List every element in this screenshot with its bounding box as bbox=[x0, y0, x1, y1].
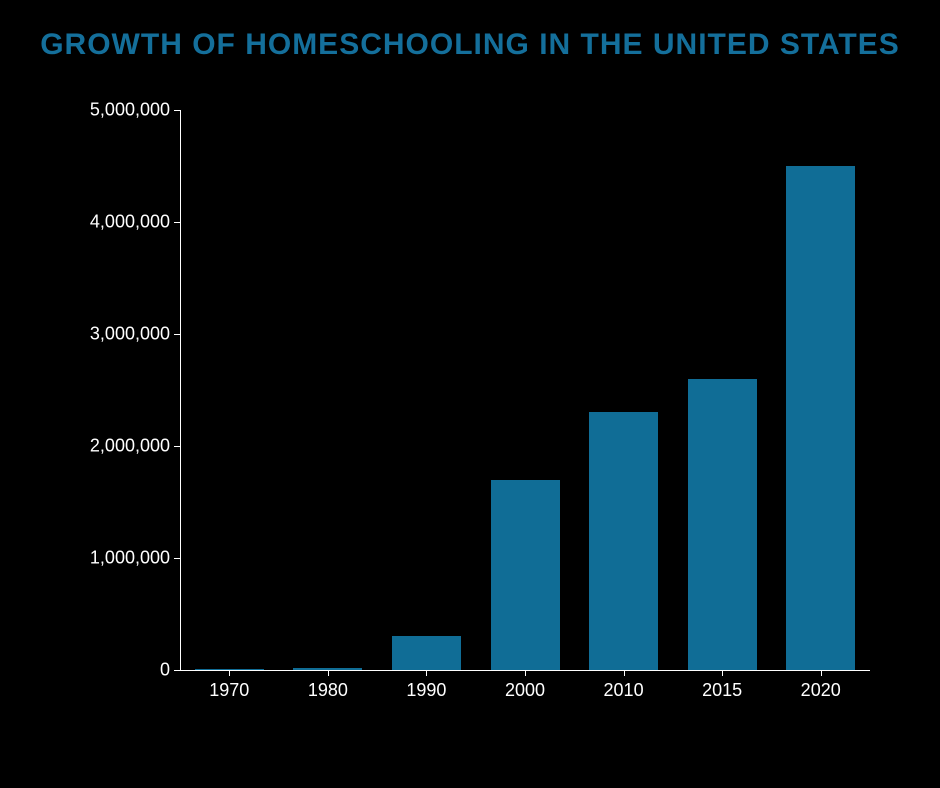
x-tick-mark bbox=[525, 670, 526, 676]
y-tick-mark bbox=[174, 110, 180, 111]
y-tick-label: 4,000,000 bbox=[70, 212, 170, 233]
plot-area bbox=[180, 110, 870, 670]
y-tick-mark bbox=[174, 334, 180, 335]
bar-chart: 01,000,0002,000,0003,000,0004,000,0005,0… bbox=[120, 110, 870, 710]
x-tick-label: 1970 bbox=[209, 680, 249, 701]
x-tick-mark bbox=[229, 670, 230, 676]
y-tick-label: 5,000,000 bbox=[70, 100, 170, 121]
y-tick-label: 0 bbox=[70, 660, 170, 681]
x-tick-label: 2015 bbox=[702, 680, 742, 701]
x-tick-mark bbox=[722, 670, 723, 676]
bar bbox=[491, 480, 560, 670]
x-tick-mark bbox=[821, 670, 822, 676]
bar bbox=[392, 636, 461, 670]
y-tick-label: 3,000,000 bbox=[70, 324, 170, 345]
y-tick-mark bbox=[174, 558, 180, 559]
x-tick-label: 1990 bbox=[406, 680, 446, 701]
x-tick-label: 2020 bbox=[801, 680, 841, 701]
x-tick-label: 1980 bbox=[308, 680, 348, 701]
bar bbox=[589, 412, 658, 670]
y-tick-mark bbox=[174, 222, 180, 223]
y-tick-label: 2,000,000 bbox=[70, 436, 170, 457]
x-tick-label: 2000 bbox=[505, 680, 545, 701]
chart-container: GROWTH OF HOMESCHOOLING IN THE UNITED ST… bbox=[0, 0, 940, 788]
y-tick-mark bbox=[174, 670, 180, 671]
y-tick-label: 1,000,000 bbox=[70, 548, 170, 569]
bar bbox=[786, 166, 855, 670]
chart-title: GROWTH OF HOMESCHOOLING IN THE UNITED ST… bbox=[0, 28, 940, 62]
bar bbox=[688, 379, 757, 670]
y-tick-mark bbox=[174, 446, 180, 447]
x-tick-mark bbox=[426, 670, 427, 676]
x-tick-mark bbox=[328, 670, 329, 676]
x-tick-mark bbox=[624, 670, 625, 676]
x-tick-label: 2010 bbox=[604, 680, 644, 701]
